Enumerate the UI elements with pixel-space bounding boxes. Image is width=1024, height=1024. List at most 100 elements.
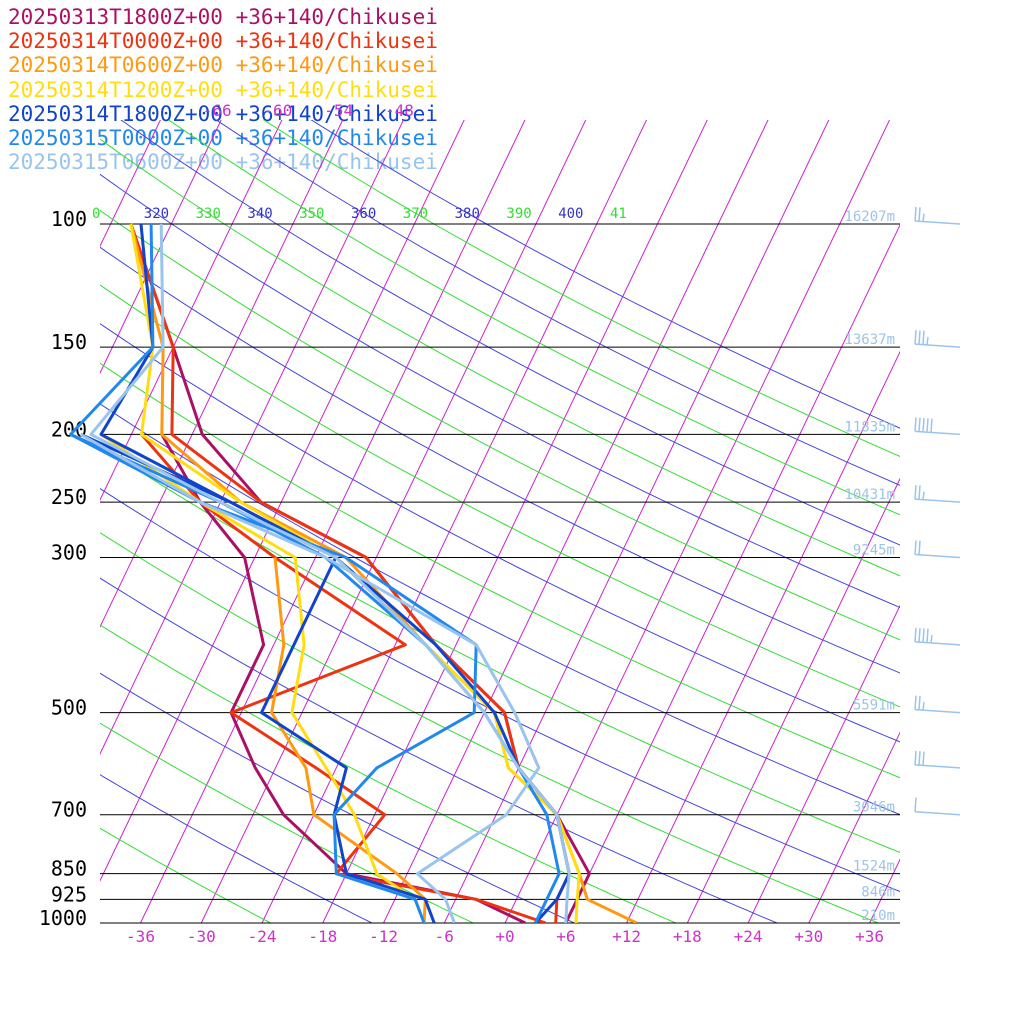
dry-adiabat [100,173,900,609]
dry-adiabat [100,532,880,923]
height-label: 846m [861,884,895,900]
legend-entry: 20250315T0000Z+00 +36+140/Chikusei [8,125,438,150]
pressure-tick-label: 150 [51,330,87,354]
theta-label: 390 [506,206,531,222]
wind-barb [914,797,961,816]
pressure-tick-label: 700 [51,798,87,822]
wind-barbs [914,206,961,816]
wind-barb [914,485,961,503]
temperature-tick-label: -24 [248,927,277,946]
wind-barb [914,695,961,714]
theta-label: 41 [610,206,627,222]
isotherm-line [200,120,587,923]
temperature-tick-label: -36 [126,927,155,946]
dry-adiabat [100,774,374,923]
temperature-tick-label: +24 [734,927,763,946]
legend-entry: 20250314T1200Z+00 +36+140/Chikusei [8,77,438,102]
isotherm-line [808,731,900,923]
theta-label: 0 [92,206,100,222]
dry-adiabat [100,138,900,577]
wind-barb [914,540,961,559]
temperature-tick-label: +6 [556,927,575,946]
temperature-tick-label: -6 [435,927,454,946]
dewpoint-line [100,433,426,923]
height-label: 9245m [853,543,895,559]
theta-label: 360 [351,206,376,222]
height-label: 1524m [853,859,895,875]
wind-barb [914,417,961,436]
isotherm-line [322,120,708,923]
temperature-line [89,223,571,923]
height-label: 3046m [853,800,895,816]
isotherm-line [504,120,891,923]
legend: 20250313T1800Z+00 +36+140/Chikusei 202503… [8,5,438,174]
isotherm-line [100,120,222,375]
temperature-tick-label: +36 [855,927,884,946]
wind-barb [914,330,961,348]
isotherm-line [747,604,900,923]
height-label: 5591m [853,698,895,714]
isotherm-line [100,120,283,502]
isotherm-line [383,120,769,923]
isotherm-line [100,120,465,882]
isotherm-line [100,120,161,248]
temperature-tick-label: +30 [794,927,823,946]
legend-entry: 20250314T1800Z+00 +36+140/Chikusei [8,101,438,126]
height-label: 210m [861,908,895,924]
legend-entry: 20250314T0000Z+00 +36+140/Chikusei [8,29,438,54]
isotherm-line [686,477,900,923]
isotherm-line [626,350,900,923]
dewpoint-line [140,433,547,923]
dry-adiabat [167,120,900,516]
wind-barb [914,750,961,769]
dry-adiabat [100,323,900,743]
dry-adiabat [100,246,900,674]
height-label: 10431m [844,487,895,503]
height-label: 16207m [844,209,895,225]
dry-adiabat [100,487,900,893]
dry-adiabat [100,577,779,923]
temperature-tick-label: +18 [673,927,702,946]
wind-barb [914,206,961,225]
dry-adiabat [100,362,900,779]
temperature-tick-label: +0 [495,927,514,946]
legend-entry: 20250314T0600Z+00 +36+140/Chikusei [8,53,438,78]
pressure-tick-label: 250 [51,485,87,509]
dewpoint-line [79,433,541,923]
temperature-tick-label: -12 [369,927,398,946]
temperature-tick-label: +12 [612,927,641,946]
isotherm-line [100,120,344,629]
dry-adiabat [100,284,900,708]
dry-adiabat [100,209,900,641]
height-label: 11835m [844,419,895,435]
dewpoint-line [69,433,478,923]
upper-isotherm-label: -48 [385,101,414,120]
temperature-line [129,223,581,923]
axis-labels: 100150200250300500700850925100016207m136… [39,101,895,946]
pressure-tick-label: 1000 [39,906,87,930]
temperature-line [99,223,571,923]
isotherm-line [0,69,3,923]
upper-isotherm-label: -66 [203,101,232,120]
theta-label: 400 [558,206,583,222]
dry-adiabat [215,120,900,486]
dry-adiabat [100,672,576,923]
theta-label: 350 [299,206,324,222]
pressure-tick-label: 100 [51,207,87,231]
legend-entry: 20250313T1800Z+00 +36+140/Chikusei [8,5,438,29]
theta-label: 380 [455,206,480,222]
isotherm-line [565,223,900,923]
temperature-tick-label: -18 [308,927,337,946]
pressure-tick-label: 925 [51,882,87,906]
legend-entry: 20250315T0600Z+00 +36+140/Chikusei [8,150,438,175]
wind-barb [914,627,961,646]
dewpoint-line [270,557,427,923]
theta-label: 330 [196,206,221,222]
isotherm-line [261,120,648,923]
isotherm-line [443,120,830,923]
theta-label: 370 [403,206,428,222]
dry-adiabat [100,827,272,923]
theta-label: 340 [247,206,272,222]
dry-adiabat [100,624,677,923]
